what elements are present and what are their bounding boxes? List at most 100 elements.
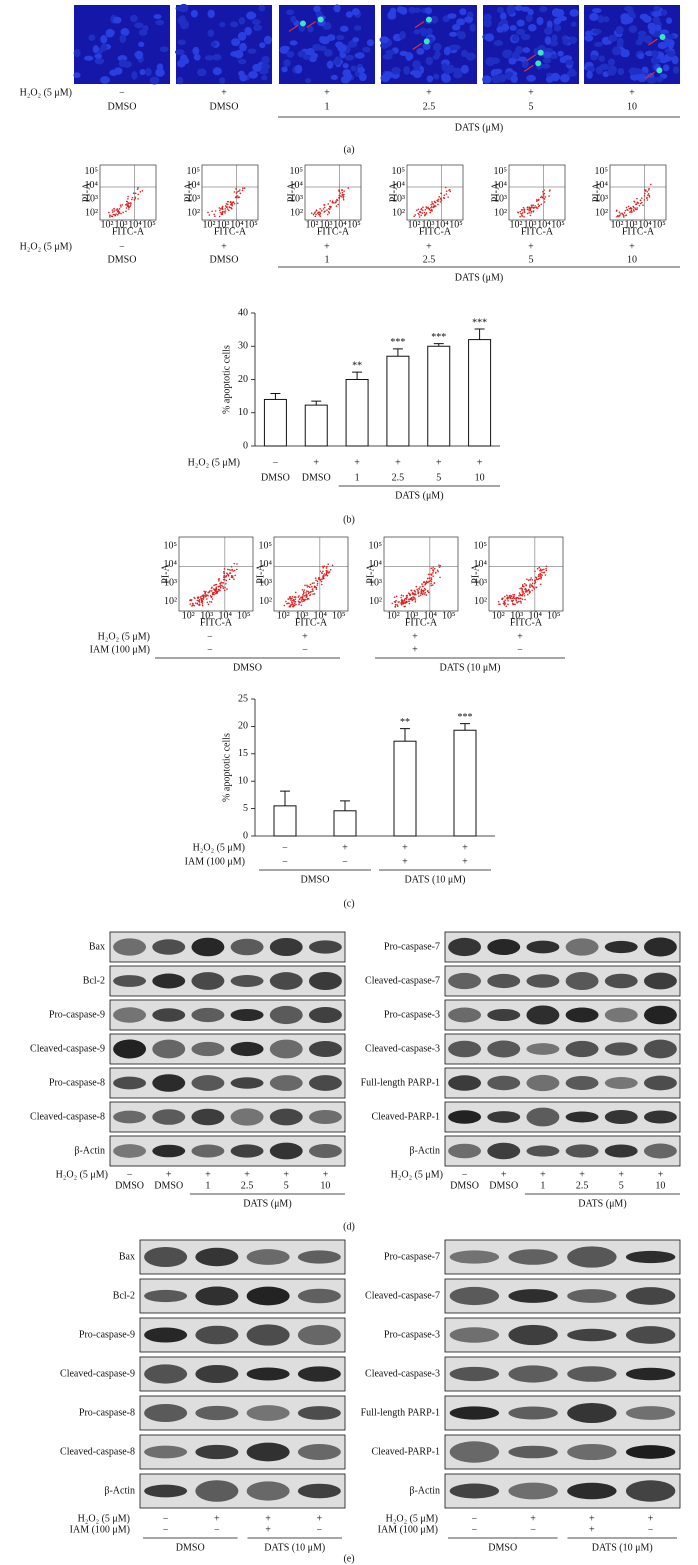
event	[118, 211, 121, 213]
event	[406, 596, 408, 598]
event	[200, 601, 203, 604]
flow-tick: 10⁵	[547, 610, 561, 621]
event	[233, 202, 236, 205]
nucleus	[651, 49, 659, 58]
nucleus	[602, 16, 610, 23]
event	[535, 576, 537, 578]
nucleus	[389, 7, 397, 15]
event	[622, 216, 625, 218]
nucleus	[500, 12, 507, 21]
event	[437, 198, 440, 201]
band	[297, 1288, 341, 1304]
event	[397, 605, 399, 608]
nucleus	[412, 60, 421, 69]
flow-tick: 10⁴	[369, 559, 383, 570]
blot	[444, 931, 681, 963]
event	[421, 593, 424, 596]
nucleus	[553, 24, 562, 32]
nucleus	[351, 8, 360, 16]
event	[521, 587, 523, 590]
event	[420, 592, 423, 594]
event	[433, 582, 436, 584]
band	[526, 974, 560, 988]
event	[303, 592, 305, 594]
row-cell: +	[501, 1169, 507, 1180]
event	[528, 208, 530, 210]
band	[297, 1444, 341, 1460]
event	[545, 565, 548, 568]
event	[615, 209, 618, 212]
event	[409, 594, 411, 597]
nucleus	[129, 14, 138, 23]
group-label: DATS (10 μM)	[592, 1542, 653, 1553]
nucleus	[177, 16, 187, 25]
band	[246, 1405, 290, 1421]
row-cell: −	[472, 1513, 478, 1524]
band	[625, 1250, 676, 1264]
event	[427, 207, 430, 210]
band	[448, 1040, 482, 1058]
event	[210, 587, 213, 589]
nucleus	[350, 65, 357, 72]
flow-axis-label: PI-A	[470, 564, 481, 584]
event	[228, 569, 231, 571]
event	[433, 567, 436, 570]
nucleus	[210, 41, 218, 47]
error-bar	[340, 800, 350, 811]
event	[527, 579, 530, 581]
event	[336, 199, 339, 202]
row-cell: −	[530, 1524, 536, 1535]
flow-tick: 10³	[474, 578, 487, 589]
nucleus	[286, 50, 295, 58]
event	[235, 188, 237, 190]
bar	[304, 404, 328, 447]
event	[403, 599, 406, 602]
flow-tick: 10²	[187, 207, 200, 218]
panel-label: (a)	[343, 144, 354, 155]
event	[421, 212, 424, 214]
band	[567, 1443, 617, 1461]
event	[225, 579, 228, 582]
flow-axis-label: PI-A	[81, 182, 92, 202]
event	[313, 593, 316, 595]
event	[228, 578, 231, 581]
flow-plot	[609, 164, 667, 221]
event	[437, 203, 439, 206]
event	[641, 201, 643, 204]
band	[144, 1289, 188, 1303]
nucleus	[497, 73, 507, 83]
blot-label: Cleaved-caspase-8	[60, 1446, 135, 1457]
event	[400, 603, 403, 605]
event	[417, 208, 420, 211]
nucleus	[511, 51, 521, 60]
event	[430, 580, 433, 583]
band	[449, 1286, 500, 1306]
nucleus	[180, 57, 190, 65]
event	[289, 604, 292, 607]
nucleus	[289, 40, 298, 46]
event	[540, 578, 542, 580]
event	[522, 591, 525, 593]
row-cell: +	[436, 457, 442, 468]
event	[414, 593, 417, 596]
event	[521, 594, 524, 597]
event	[226, 208, 229, 210]
event	[432, 568, 434, 570]
event	[305, 594, 307, 597]
nucleus	[263, 35, 272, 45]
flow-tick: 10⁴	[219, 610, 233, 621]
event	[519, 215, 521, 218]
event	[322, 567, 325, 569]
event	[449, 190, 452, 193]
band	[604, 940, 638, 954]
event	[430, 207, 432, 209]
event	[237, 196, 240, 199]
band	[604, 1076, 638, 1090]
event	[534, 570, 536, 573]
event	[306, 598, 308, 601]
event	[618, 211, 621, 214]
event	[315, 588, 318, 591]
event	[404, 601, 406, 603]
nucleus	[590, 54, 598, 61]
event	[341, 196, 343, 198]
